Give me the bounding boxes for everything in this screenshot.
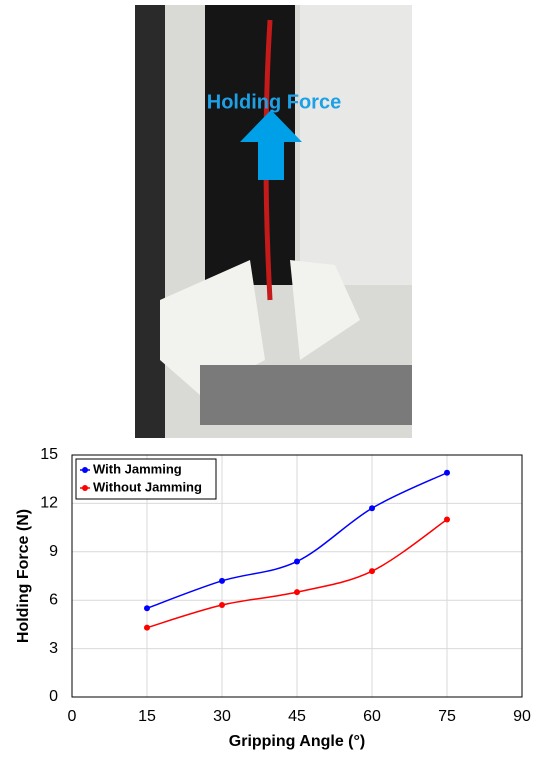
x-tick-label: 30 bbox=[213, 708, 231, 725]
legend-label: Without Jamming bbox=[93, 479, 202, 494]
data-point bbox=[444, 517, 450, 523]
legend-marker bbox=[82, 485, 88, 491]
data-point bbox=[219, 602, 225, 608]
data-point bbox=[294, 589, 300, 595]
photo: Holding Force bbox=[135, 5, 412, 438]
data-point bbox=[144, 625, 150, 631]
photo-caption: Holding Force bbox=[207, 91, 341, 113]
x-tick-label: 75 bbox=[438, 708, 456, 725]
x-tick-label: 15 bbox=[138, 708, 156, 725]
y-tick-label: 12 bbox=[40, 495, 58, 512]
data-point bbox=[369, 568, 375, 574]
rail bbox=[200, 365, 412, 425]
x-tick-label: 0 bbox=[68, 708, 77, 725]
arrow-shaft bbox=[258, 138, 284, 180]
wall bbox=[300, 5, 412, 285]
data-point bbox=[219, 578, 225, 584]
y-tick-label: 9 bbox=[49, 543, 58, 560]
chart: 0 3 6 9 12 15 0 15 30 45 60 75 90 Gripping Angle (°) H… bbox=[15, 446, 531, 750]
page: Holding Force 0 3 6 9 12 15 0 15 30 45 60 75 90 Gripp… bbox=[0, 0, 539, 762]
y-tick-label: 15 bbox=[40, 446, 58, 463]
data-point bbox=[444, 470, 450, 476]
x-tick-label: 45 bbox=[288, 708, 306, 725]
y-axis-label: Holding Force (N) bbox=[15, 509, 32, 643]
y-tick-label: 6 bbox=[49, 591, 58, 608]
y-tick-label: 0 bbox=[49, 688, 58, 705]
data-point bbox=[144, 605, 150, 611]
x-tick-label: 60 bbox=[363, 708, 381, 725]
x-tick-label: 90 bbox=[513, 708, 531, 725]
legend-marker bbox=[82, 467, 88, 473]
data-point bbox=[369, 505, 375, 511]
data-point bbox=[294, 558, 300, 564]
frame-left bbox=[135, 5, 165, 438]
legend-label: With Jamming bbox=[93, 461, 182, 476]
y-tick-label: 3 bbox=[49, 640, 58, 657]
figure: Holding Force 0 3 6 9 12 15 0 15 30 45 60 75 90 Gripp… bbox=[0, 0, 539, 757]
x-axis-label: Gripping Angle (°) bbox=[229, 733, 365, 750]
